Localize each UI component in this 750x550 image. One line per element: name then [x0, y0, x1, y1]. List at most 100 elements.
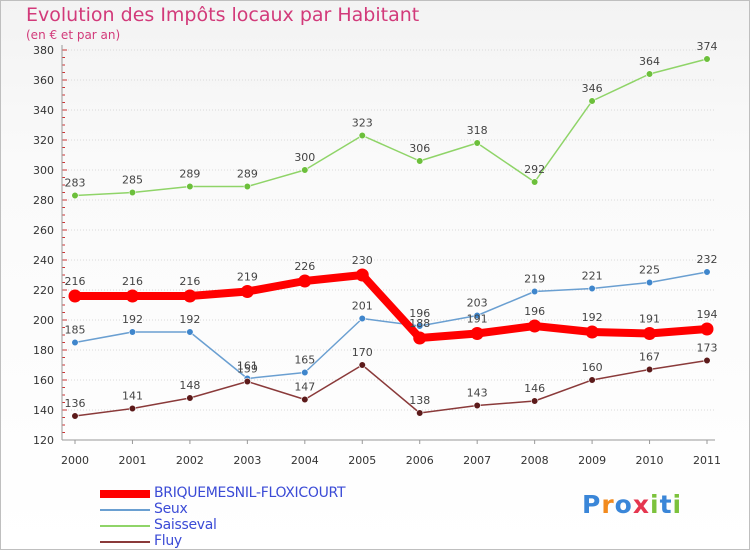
x-tick-label: 2007 — [463, 454, 491, 467]
data-label: 192 — [122, 313, 143, 326]
data-point — [703, 268, 711, 276]
y-tick-label: 300 — [33, 164, 54, 177]
y-tick-label: 280 — [33, 194, 54, 207]
data-label: 374 — [697, 40, 718, 53]
y-tick-label: 180 — [33, 344, 54, 357]
series — [68, 55, 714, 420]
y-tick-label: 240 — [33, 254, 54, 267]
data-label: 289 — [179, 168, 200, 181]
data-point — [531, 397, 539, 405]
data-point — [588, 97, 596, 105]
data-label: 196 — [524, 305, 545, 318]
data-point — [301, 166, 309, 174]
data-point — [183, 289, 197, 303]
data-label: 219 — [524, 273, 545, 286]
data-point — [416, 322, 424, 330]
data-point — [301, 368, 309, 377]
logo-letter: x — [632, 490, 650, 519]
data-point — [358, 131, 366, 140]
data-point — [416, 409, 424, 417]
data-label: 170 — [352, 346, 373, 359]
data-point — [643, 327, 657, 340]
y-tick-label: 360 — [33, 74, 54, 87]
data-label: 165 — [294, 354, 315, 367]
legend-swatch — [100, 541, 150, 543]
data-label: 216 — [122, 275, 143, 288]
data-label: 159 — [237, 363, 258, 376]
data-label: 216 — [179, 275, 200, 288]
data-point — [645, 365, 654, 374]
data-label: 136 — [65, 397, 86, 410]
data-point — [413, 331, 427, 345]
data-label: 306 — [409, 142, 430, 155]
data-label: 364 — [639, 55, 660, 68]
data-label: 232 — [697, 253, 718, 266]
data-label: 216 — [65, 275, 86, 288]
data-point — [240, 285, 254, 298]
x-tick-label: 2001 — [118, 454, 146, 467]
series-line-saisseval — [74, 58, 708, 197]
data-label: 192 — [179, 313, 200, 326]
data-label: 323 — [352, 117, 373, 130]
data-point — [355, 268, 369, 282]
data-label: 194 — [697, 308, 718, 321]
logo-letter: P — [582, 490, 602, 519]
y-tick-label: 220 — [33, 284, 54, 297]
data-point — [528, 319, 542, 333]
data-point — [71, 338, 79, 347]
y-tick-label: 140 — [33, 404, 54, 417]
data-point — [125, 289, 139, 303]
x-tick-label: 2009 — [578, 454, 606, 467]
data-point — [470, 327, 484, 340]
x-tick-label: 2005 — [348, 454, 376, 467]
data-point — [128, 328, 137, 336]
x-tick-label: 2003 — [233, 454, 261, 467]
data-label: 292 — [524, 163, 545, 176]
series-line-seux — [74, 271, 708, 380]
data-point — [186, 182, 194, 191]
data-label: 146 — [524, 382, 545, 395]
data-point — [531, 178, 539, 186]
x-tick-label: 2002 — [176, 454, 204, 467]
data-label: 167 — [639, 351, 660, 364]
grid — [62, 49, 715, 441]
logo-letter: o — [614, 490, 633, 519]
x-tick-label: 2010 — [636, 454, 664, 467]
chart-subtitle: (en € et par an) — [26, 28, 121, 42]
data-label: 203 — [467, 297, 488, 310]
data-point — [585, 325, 599, 339]
data-label: 201 — [352, 300, 373, 313]
data-label: 192 — [582, 311, 603, 324]
y-tick-label: 200 — [33, 314, 54, 327]
data-point — [68, 289, 82, 303]
legend-label: BRIQUEMESNIL-FLOXICOURT — [154, 485, 346, 501]
data-label: 283 — [65, 177, 86, 190]
data-label: 230 — [352, 254, 373, 267]
data-label: 141 — [122, 390, 143, 403]
data-point — [473, 401, 481, 410]
logo-letter: i — [650, 490, 660, 519]
data-label: 285 — [122, 174, 143, 187]
data-label: 173 — [697, 342, 718, 355]
y-tick-label: 160 — [33, 374, 54, 387]
data-label: 160 — [582, 361, 603, 374]
x-tick-label: 2011 — [693, 454, 721, 467]
data-label: 143 — [467, 387, 488, 400]
data-label: 161 — [237, 360, 258, 373]
data-point — [700, 322, 714, 336]
data-label: 138 — [409, 394, 430, 407]
y-tick-label: 260 — [33, 224, 54, 237]
data-point — [243, 182, 251, 191]
data-point — [473, 311, 481, 320]
data-point — [588, 284, 596, 293]
data-label: 191 — [467, 313, 488, 326]
data-label: 318 — [467, 124, 488, 137]
legend-label: Saisseval — [154, 517, 217, 533]
data-point — [186, 328, 194, 336]
data-label: 225 — [639, 264, 660, 277]
data-point — [71, 191, 79, 200]
data-point — [531, 287, 539, 296]
series-line-fluy — [74, 359, 708, 417]
legend-swatch — [100, 509, 150, 511]
